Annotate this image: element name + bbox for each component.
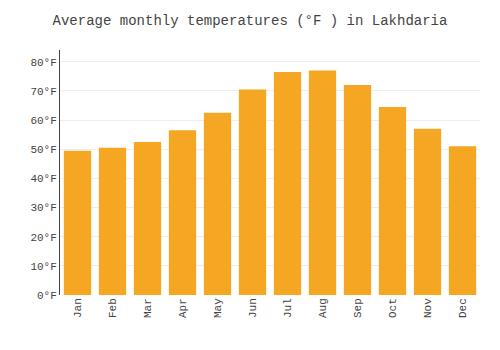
svg-text:Jun: Jun [247,298,259,318]
svg-text:Dec: Dec [457,298,469,318]
svg-text:Aug: Aug [317,298,329,318]
svg-text:30°F: 30°F [30,202,56,214]
svg-text:20°F: 20°F [30,232,56,244]
svg-text:80°F: 80°F [30,57,56,69]
svg-text:70°F: 70°F [30,86,56,98]
svg-text:40°F: 40°F [30,173,56,185]
svg-text:10°F: 10°F [30,261,56,273]
svg-text:Oct: Oct [387,298,399,318]
svg-text:Average monthly temperatures (: Average monthly temperatures (°F ) in La… [53,13,448,29]
svg-text:Jan: Jan [72,298,84,318]
svg-text:0°F: 0°F [37,290,57,302]
svg-text:Apr: Apr [177,298,189,318]
svg-text:60°F: 60°F [30,115,56,127]
svg-text:Jul: Jul [282,298,294,318]
svg-text:May: May [212,298,224,318]
svg-text:50°F: 50°F [30,144,56,156]
svg-text:Nov: Nov [422,298,434,318]
svg-text:Feb: Feb [107,298,119,318]
svg-text:Mar: Mar [142,298,154,318]
svg-text:Sep: Sep [352,298,364,318]
